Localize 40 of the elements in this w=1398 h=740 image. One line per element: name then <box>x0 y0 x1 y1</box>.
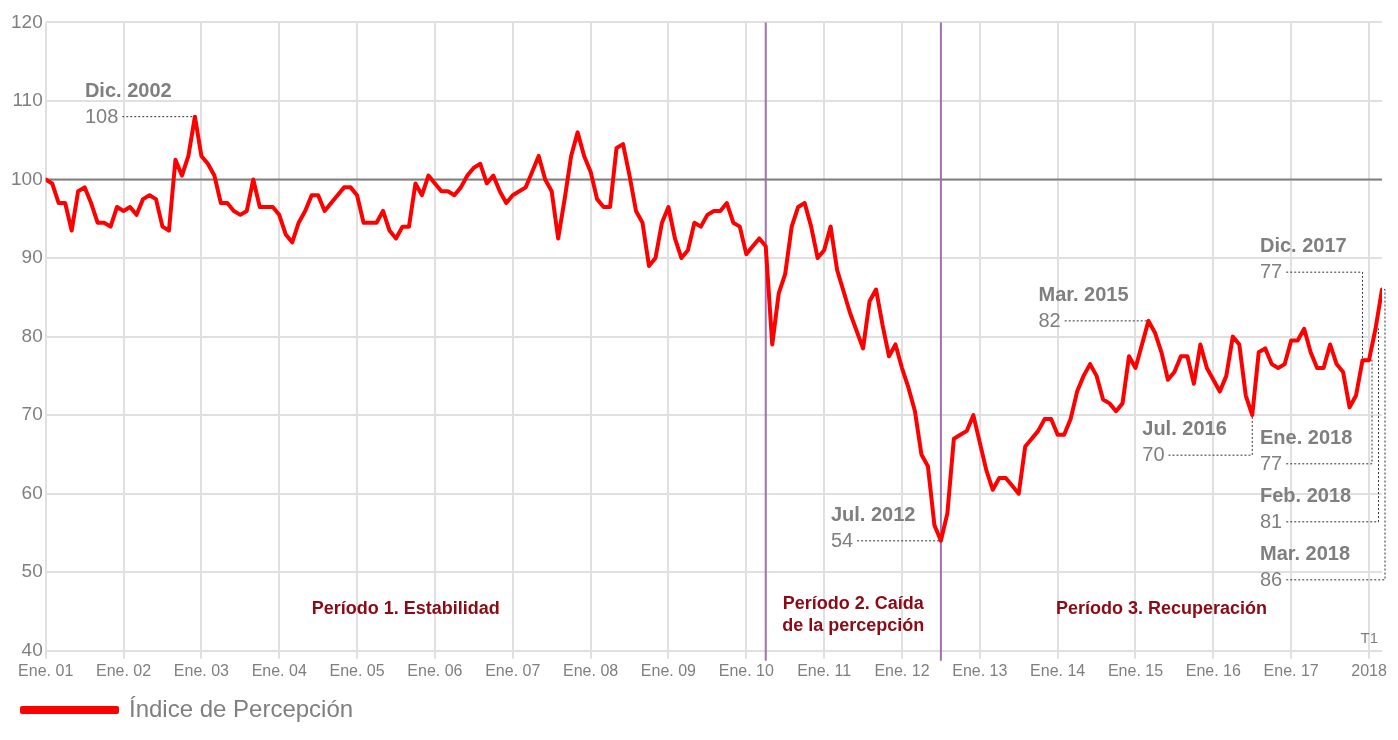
x-tick-label: Ene. 11 <box>797 661 852 679</box>
annotation: Dic. 2002 108 <box>84 78 172 127</box>
legend-label: Índice de Percepción <box>129 694 354 722</box>
x-tick-label: Ene. 04 <box>251 661 307 679</box>
y-tick-label: 90 <box>21 246 43 268</box>
y-tick-label: 40 <box>21 639 43 661</box>
y-tick-label: 70 <box>21 403 43 425</box>
x-tick-label: Ene. 12 <box>874 661 930 679</box>
x-tick-label: Ene. 01 <box>18 661 74 679</box>
x-tick-label: Ene. 08 <box>563 661 619 679</box>
annotation: Jul. 2016 70 <box>1142 417 1227 466</box>
y-tick-label: 50 <box>21 560 43 582</box>
x-tick-label: Ene. 13 <box>952 661 1008 679</box>
x-tick-label: Ene. 05 <box>329 661 385 679</box>
x-tick-label: Ene. 06 <box>407 661 463 679</box>
y-tick-label: 80 <box>21 324 43 346</box>
x-tick-label: Ene. 07 <box>485 661 541 679</box>
annotation: Período 2. Caída de la percepción <box>782 592 925 635</box>
x-tick-label: Ene. 09 <box>640 661 697 679</box>
annotation: Feb. 2018 81 <box>1260 483 1352 532</box>
annotation: Dic. 2017 77 <box>1260 234 1347 283</box>
annotation: Jul. 2012 54 <box>830 502 916 551</box>
annotation: Mar. 2018 86 <box>1260 541 1351 590</box>
x-tick-label: Ene. 15 <box>1107 661 1164 679</box>
x-tick-label: 2018 <box>1351 661 1387 679</box>
x-tick-label: Ene. 17 <box>1263 661 1319 679</box>
x-tick-label: Ene. 16 <box>1185 661 1242 679</box>
y-tick-label: 60 <box>21 481 43 503</box>
annotation: T1 <box>1360 629 1378 647</box>
x-tick-label: Ene. 02 <box>95 661 152 679</box>
annotation: Ene. 2018 77 <box>1260 425 1353 474</box>
annotation: Mar. 2015 82 <box>1038 282 1129 331</box>
x-tick-label: Ene. 03 <box>173 661 230 679</box>
x-tick-label: Ene. 14 <box>1030 661 1086 679</box>
annotation: Período 1. Estabilidad <box>311 597 500 618</box>
y-tick-label: 100 <box>11 167 43 189</box>
y-tick-label: 110 <box>12 89 43 111</box>
y-tick-label: 120 <box>11 10 43 32</box>
annotation: Período 3. Recuperación <box>1055 597 1267 618</box>
x-tick-label: Ene. 10 <box>718 661 774 679</box>
